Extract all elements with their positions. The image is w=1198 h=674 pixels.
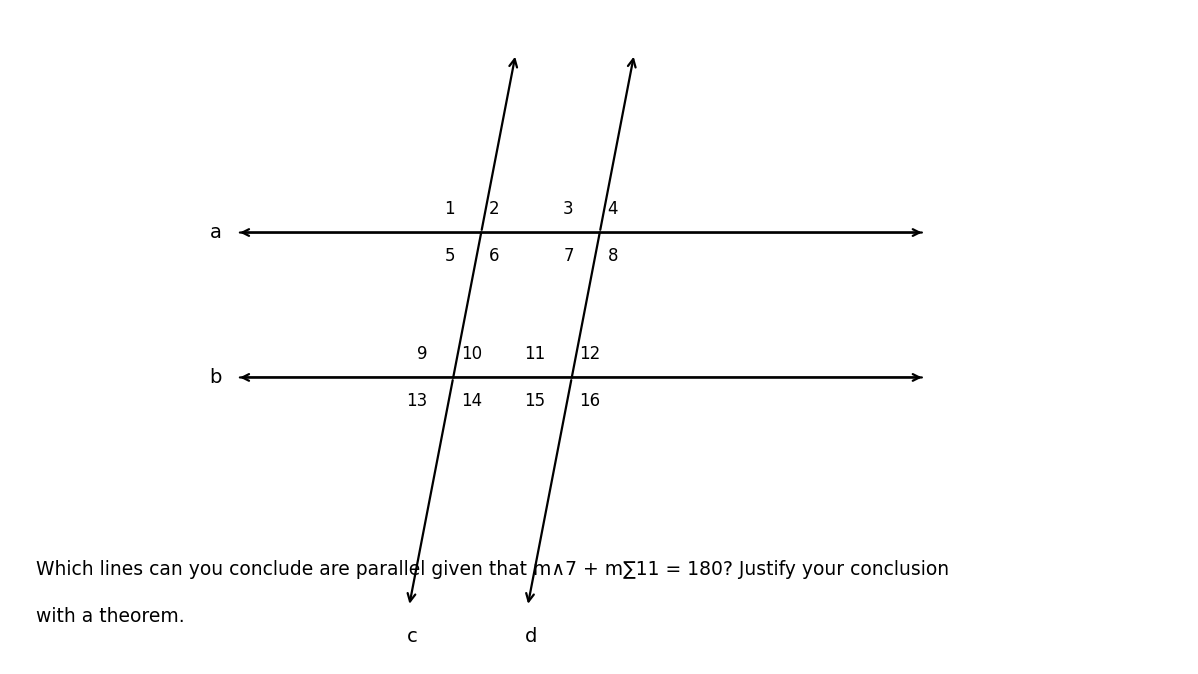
Text: 15: 15 xyxy=(525,392,546,410)
Text: d: d xyxy=(525,627,537,646)
Text: 4: 4 xyxy=(607,200,618,218)
Text: 7: 7 xyxy=(563,247,574,266)
Text: 8: 8 xyxy=(607,247,618,266)
Text: 1: 1 xyxy=(444,200,455,218)
Text: 10: 10 xyxy=(461,344,482,363)
Text: 3: 3 xyxy=(563,200,574,218)
Text: a: a xyxy=(210,223,222,242)
Text: 9: 9 xyxy=(417,344,428,363)
Text: b: b xyxy=(210,368,222,387)
Text: 11: 11 xyxy=(525,344,546,363)
Text: 2: 2 xyxy=(489,200,500,218)
Text: Which lines can you conclude are parallel given that m∧7 + m∑11 = 180? Justify y: Which lines can you conclude are paralle… xyxy=(36,560,949,579)
Text: 12: 12 xyxy=(580,344,601,363)
Text: 16: 16 xyxy=(580,392,600,410)
Text: c: c xyxy=(407,627,418,646)
Text: 5: 5 xyxy=(444,247,455,266)
Text: 14: 14 xyxy=(461,392,482,410)
Text: 6: 6 xyxy=(489,247,500,266)
Text: 13: 13 xyxy=(406,392,428,410)
Text: with a theorem.: with a theorem. xyxy=(36,607,184,626)
